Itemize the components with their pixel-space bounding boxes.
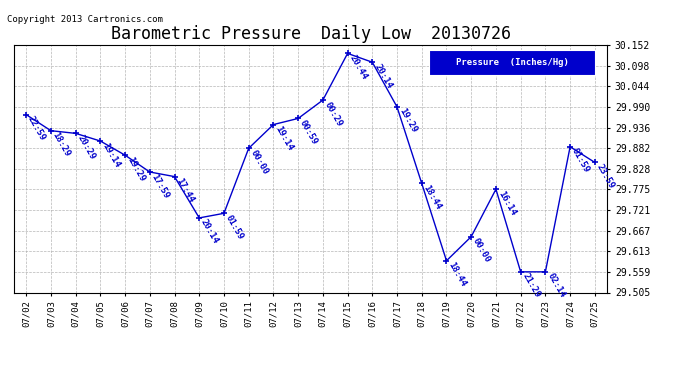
Text: 20:29: 20:29 — [76, 134, 97, 161]
Text: 20:44: 20:44 — [348, 53, 369, 81]
Text: 20:14: 20:14 — [199, 218, 221, 246]
Text: 17:44: 17:44 — [175, 177, 196, 204]
Text: 16:14: 16:14 — [496, 189, 518, 217]
Text: 02:14: 02:14 — [545, 272, 566, 300]
Text: 17:59: 17:59 — [150, 172, 171, 200]
Text: 18:44: 18:44 — [422, 183, 443, 211]
Text: 22:59: 22:59 — [26, 115, 48, 142]
Text: 01:59: 01:59 — [570, 147, 591, 174]
Title: Barometric Pressure  Daily Low  20130726: Barometric Pressure Daily Low 20130726 — [110, 26, 511, 44]
Text: 18:44: 18:44 — [446, 261, 468, 288]
Text: 19:29: 19:29 — [397, 107, 418, 135]
Text: 00:00: 00:00 — [471, 237, 493, 264]
Text: 18:29: 18:29 — [51, 131, 72, 159]
Text: 00:59: 00:59 — [298, 118, 319, 146]
Text: 00:29: 00:29 — [323, 100, 344, 128]
Text: 19:29: 19:29 — [125, 155, 146, 183]
Text: 00:00: 00:00 — [248, 148, 270, 176]
Text: 19:14: 19:14 — [100, 141, 121, 169]
Text: 23:59: 23:59 — [595, 162, 616, 190]
Text: 01:59: 01:59 — [224, 213, 245, 241]
Text: 21:29: 21:29 — [521, 272, 542, 300]
Text: Copyright 2013 Cartronics.com: Copyright 2013 Cartronics.com — [7, 15, 163, 24]
Text: 20:14: 20:14 — [373, 62, 393, 90]
Text: 19:14: 19:14 — [273, 124, 295, 152]
